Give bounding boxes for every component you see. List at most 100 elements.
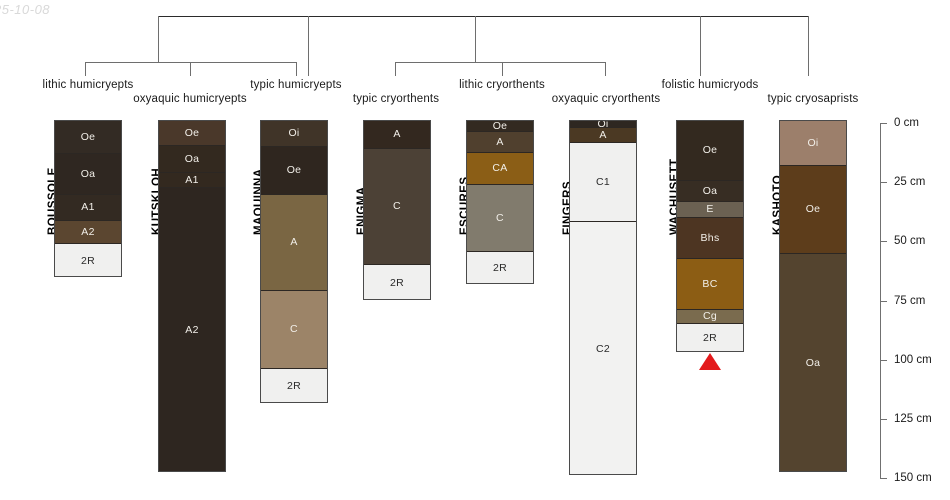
horizon-maquinna-oi: Oi (261, 121, 327, 147)
horizon-boussole-a2: A2 (55, 221, 121, 244)
horizon-label: Oa (702, 184, 718, 197)
horizon-label: C (290, 323, 298, 336)
depth-axis-tick-0 (880, 123, 887, 124)
depth-axis-tick-label-150: 150 cm (894, 472, 932, 484)
horizon-label: A2 (81, 225, 95, 238)
dendrogram-cluster-0-leaf-2 (296, 62, 297, 76)
horizon-label: C1 (595, 175, 611, 188)
horizon-label: Oe (702, 144, 718, 157)
horizon-label: Oi (807, 136, 819, 149)
taxon-label-lithic-cryorthents: lithic cryorthents (459, 79, 545, 91)
dendrogram-root-bar (158, 16, 808, 17)
horizon-kutskloh-oe: Oe (159, 121, 225, 146)
profile-column-kashoto: Oi Oe Oa (779, 120, 847, 472)
horizon-wachusett-bhs: Bhs (677, 218, 743, 259)
horizon-label: A (290, 236, 298, 249)
horizon-label: Oe (805, 203, 821, 216)
horizon-fingers-c1: C1 (570, 143, 636, 222)
depth-axis-tick-label-25: 25 cm (894, 176, 926, 188)
depth-axis-tick-label-75: 75 cm (894, 295, 926, 307)
profile-column-enigma: A C 2R (363, 120, 431, 300)
horizon-kutskloh-a1: A1 (159, 173, 225, 188)
dendrogram-cluster-stem-1 (475, 16, 476, 62)
horizon-enigma-c: C (364, 149, 430, 265)
watermark-text: 25-10-08 (0, 2, 51, 17)
horizon-label: BC (702, 277, 718, 290)
horizon-label: Oe (184, 126, 200, 139)
taxon-label-folistic-humicryods: folistic humicryods (661, 79, 759, 91)
dendrogram-cluster-1-leaf-1 (502, 62, 503, 76)
profile-column-wachusett: Oe Oa E Bhs BC Cg 2R (676, 120, 744, 352)
horizon-maquinna-a: A (261, 195, 327, 291)
depth-axis-tick-50 (880, 241, 887, 242)
dendrogram-cluster-1-leaf-0 (395, 62, 396, 76)
horizon-kashoto-oa: Oa (780, 254, 846, 471)
dendrogram-cluster-stem-0 (158, 16, 159, 62)
horizon-maquinna-c: C (261, 291, 327, 369)
horizon-wachusett-bc: BC (677, 259, 743, 310)
horizon-wachusett-e: E (677, 202, 743, 218)
profile-column-maquinna: Oi Oe A C 2R (260, 120, 328, 403)
horizon-boussole-oa: Oa (55, 154, 121, 195)
dendrogram-cluster-1-leaf-2 (605, 62, 606, 76)
horizon-label: Oe (80, 130, 96, 143)
dendrogram-leaf-tick-stem-2 (808, 62, 809, 76)
horizon-label: Bhs (700, 231, 720, 244)
horizon-label: A1 (185, 173, 199, 186)
horizon-label: Oa (184, 152, 200, 165)
horizon-label: CA (492, 162, 508, 175)
horizon-label: E (706, 203, 714, 216)
depth-axis-tick-label-0: 0 cm (894, 117, 919, 129)
horizon-wachusett-2r: 2R (677, 324, 743, 351)
horizon-label: C2 (595, 342, 611, 355)
horizon-label: Oa (805, 357, 821, 370)
dendrogram-stem-2 (808, 16, 809, 62)
taxon-label-typic-cryorthents: typic cryorthents (352, 93, 440, 105)
horizon-kashoto-oi: Oi (780, 121, 846, 166)
horizon-label: Oi (597, 120, 609, 130)
taxon-label-typic-cryosaprists: typic cryosaprists (767, 93, 859, 105)
taxon-label-typic-humicryepts: typic humicryepts (250, 79, 342, 91)
profile-column-escures: Oe A CA C 2R (466, 120, 534, 284)
depth-axis-spine (880, 123, 881, 478)
depth-axis-tick-75 (880, 301, 887, 302)
horizon-fingers-oi: Oi (570, 120, 636, 130)
horizon-kutskloh-oa: Oa (159, 146, 225, 173)
horizon-label: A2 (185, 324, 199, 337)
taxon-label-oxyaquic-humicryepts: oxyaquic humicryepts (133, 93, 247, 105)
horizon-enigma-a: A (364, 121, 430, 149)
depth-axis-tick-25 (880, 182, 887, 183)
red-triangle-marker (699, 353, 721, 370)
dendrogram-cluster-0-leaf-1 (190, 62, 191, 76)
horizon-enigma-2r: 2R (364, 265, 430, 299)
horizon-label: Cg (702, 310, 718, 323)
horizon-label: A1 (81, 201, 95, 214)
horizon-label: A (496, 135, 504, 148)
depth-axis-tick-label-100: 100 cm (894, 354, 932, 366)
dendrogram-leaf-tick-stem-1 (700, 62, 701, 76)
horizon-label: C (393, 200, 401, 213)
horizon-label: Oa (80, 167, 96, 180)
horizon-wachusett-oe: Oe (677, 121, 743, 181)
depth-axis-tick-125 (880, 419, 887, 420)
dendrogram-stem-1 (700, 16, 701, 62)
horizon-label: Oe (492, 120, 508, 132)
taxon-label-lithic-humicryepts: lithic humicryepts (42, 79, 134, 91)
horizon-escures-2r: 2R (467, 252, 533, 283)
horizon-boussole-2r: 2R (55, 244, 121, 276)
dendrogram-cluster-0-leaf-0 (85, 62, 86, 76)
depth-axis-tick-150 (880, 478, 887, 479)
horizon-escures-ca: CA (467, 153, 533, 185)
horizon-boussole-a1: A1 (55, 195, 121, 221)
dendrogram (0, 0, 950, 80)
horizon-label: 2R (80, 254, 96, 267)
dendrogram-stem-0 (308, 16, 309, 62)
horizon-fingers-a: A (570, 128, 636, 143)
horizon-maquinna-2r: 2R (261, 369, 327, 402)
profile-column-boussole: Oe Oa A1 A2 2R (54, 120, 122, 277)
horizon-label: C (496, 211, 504, 224)
horizon-label: Oi (288, 127, 300, 140)
depth-axis-tick-label-125: 125 cm (894, 413, 932, 425)
horizon-label: Oe (286, 164, 302, 177)
